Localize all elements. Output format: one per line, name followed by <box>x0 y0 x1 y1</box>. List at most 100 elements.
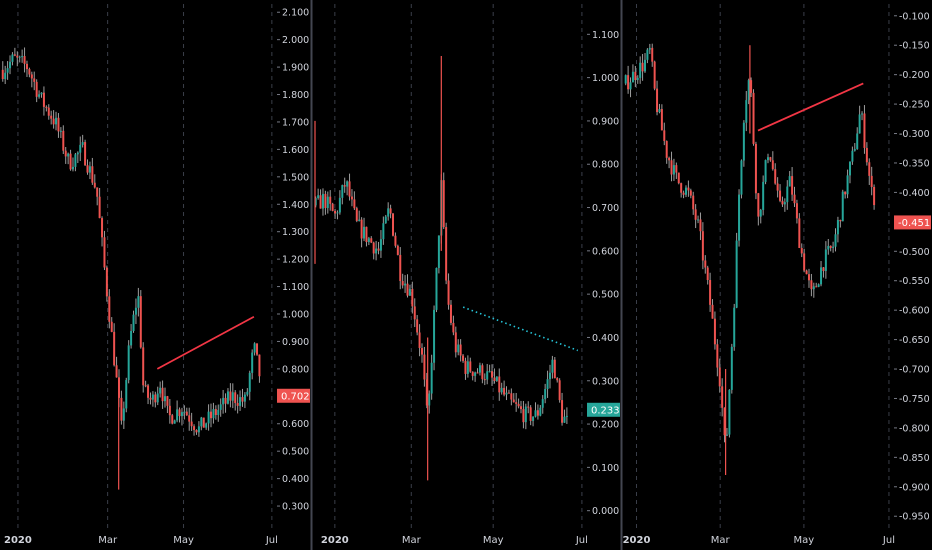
candle-body <box>130 330 133 346</box>
candle-body <box>832 246 835 248</box>
candle-body <box>9 61 12 69</box>
candle-body <box>67 153 70 157</box>
candle-body <box>658 109 661 113</box>
candle-body <box>469 361 472 372</box>
candle-body <box>646 49 649 60</box>
candle-body <box>848 161 851 176</box>
last-price-tag <box>894 215 931 230</box>
candle-body <box>510 393 513 400</box>
candle-body <box>222 397 225 405</box>
candle-body <box>836 220 839 235</box>
candle-body <box>212 409 215 419</box>
candle-body <box>243 394 246 402</box>
candle-body <box>62 130 65 151</box>
candle-body <box>445 227 448 281</box>
candle-body <box>379 239 382 251</box>
candle-body <box>764 160 767 182</box>
candle-body <box>188 415 191 422</box>
candle-body <box>447 280 450 305</box>
candle-body <box>137 296 140 308</box>
candle-body <box>769 157 772 161</box>
candle-body <box>35 81 38 97</box>
candle-body <box>1 69 4 80</box>
candle-body <box>677 172 680 184</box>
candle-body <box>697 219 700 221</box>
candle-body <box>334 210 337 214</box>
candle-body <box>723 407 726 436</box>
y-tick-label: 1.800 <box>282 90 309 101</box>
candle-body <box>360 219 363 239</box>
candle-body <box>343 185 346 187</box>
last-price-label: -0.451 <box>898 218 930 229</box>
candle-body <box>663 130 666 142</box>
candle-body <box>788 176 791 187</box>
y-tick-label: 2.000 <box>282 35 309 46</box>
candle-body <box>795 203 798 219</box>
candle-body <box>774 169 777 184</box>
candle-body <box>416 319 419 333</box>
candle-body <box>563 416 566 423</box>
x-tick-label: 2020 <box>321 535 349 546</box>
candle-body <box>171 415 174 424</box>
candle-body <box>6 68 9 73</box>
candle-body <box>798 218 801 249</box>
candle-body <box>853 149 856 151</box>
candle-body <box>742 122 745 161</box>
candle-body <box>861 113 864 115</box>
y-tick-label: 1.100 <box>592 30 619 41</box>
candle-body <box>236 403 239 406</box>
candle-body <box>59 130 62 132</box>
candle-body <box>324 193 327 209</box>
candle-body <box>624 75 627 84</box>
last-price-tag <box>277 388 310 403</box>
y-tick-label: -0.950 <box>899 512 930 523</box>
candle-body <box>256 343 259 355</box>
last-price-label: 0.233 <box>591 405 620 416</box>
candle-body <box>704 260 707 268</box>
candle-body <box>699 219 702 232</box>
candle-body <box>481 365 484 380</box>
candle-body <box>822 267 825 272</box>
candle-body <box>193 426 196 430</box>
candle-body <box>183 411 186 413</box>
candle-body <box>406 283 409 296</box>
candle-body <box>79 144 82 153</box>
y-tick-label: 0.300 <box>282 502 309 513</box>
candle-body <box>134 307 137 315</box>
candle-body <box>810 280 813 290</box>
candle-body <box>25 63 28 70</box>
candle-body <box>168 405 171 416</box>
y-tick-label: 1.300 <box>282 227 309 238</box>
y-tick-label: 0.800 <box>592 160 619 171</box>
candle-body <box>392 213 395 236</box>
candle-body <box>125 380 128 409</box>
candle-body <box>747 80 750 101</box>
y-tick-label: -0.350 <box>899 158 930 169</box>
y-tick-label: 1.200 <box>282 255 309 266</box>
y-tick-label: 1.500 <box>282 172 309 183</box>
candle-body <box>486 371 489 380</box>
candle-body <box>680 183 683 193</box>
candle-body <box>239 397 242 406</box>
candle-body <box>524 406 527 423</box>
x-tick-label: May <box>483 535 504 546</box>
candle-body <box>428 393 431 406</box>
candle-body <box>16 55 19 58</box>
candle-body <box>149 397 152 400</box>
candle-body <box>517 403 520 407</box>
candle-body <box>454 332 457 353</box>
candle-body <box>725 434 728 436</box>
candle-body <box>548 372 551 380</box>
y-tick-label: -0.900 <box>899 482 930 493</box>
candle-body <box>709 280 712 305</box>
y-tick-label: 1.400 <box>282 200 309 211</box>
candle-body <box>433 309 436 363</box>
candle-body <box>358 219 361 221</box>
candle-body <box>55 117 58 125</box>
candle-body <box>190 421 193 427</box>
candle-body <box>52 118 55 125</box>
candle-body <box>711 304 714 319</box>
candle-body <box>800 248 803 254</box>
x-tick-label: 2020 <box>623 535 651 546</box>
